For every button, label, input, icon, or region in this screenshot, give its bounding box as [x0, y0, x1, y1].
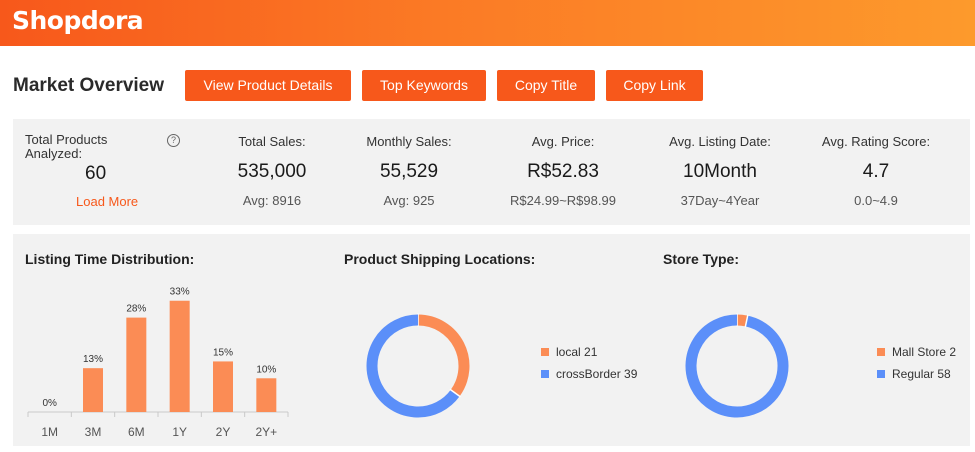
stat-value: 10Month: [683, 161, 757, 182]
stat-label: Total Sales:: [238, 134, 306, 149]
x-tick-label: 1Y: [172, 425, 187, 439]
top-keywords-button[interactable]: Top Keywords: [362, 70, 486, 101]
bar-data-label: 15%: [213, 347, 233, 358]
bar-3M: [83, 368, 103, 412]
help-icon[interactable]: ?: [167, 134, 180, 147]
bar-6M: [126, 317, 147, 412]
legend-item-crossborder: crossBorder 39: [541, 367, 637, 381]
bar-data-label: 13%: [83, 354, 103, 365]
store-type-donut-chart: [685, 313, 789, 418]
shopdora-logo[interactable]: Shopdora: [12, 6, 144, 35]
bar-2Y+: [256, 378, 277, 412]
stat-sub: 0.0~4.9: [854, 193, 898, 208]
charts-panel: Listing Time Distribution: Product Shipp…: [13, 234, 970, 446]
listing-time-bar-chart: 0% 1M 13% 3M 28% 6M 33% 1Y 15% 2Y 10% 2Y+: [27, 287, 289, 439]
stat-value: 55,529: [379, 161, 439, 182]
legend-swatch: [877, 348, 885, 356]
bar-1Y: [169, 300, 190, 412]
stat-value: 535,000: [237, 161, 307, 182]
stat-sub: Avg: 8916: [242, 193, 302, 208]
x-tick-label: 2Y+: [255, 425, 277, 439]
legend-item-local: local 21: [541, 345, 597, 359]
view-product-details-button[interactable]: View Product Details: [185, 70, 351, 101]
legend-swatch: [541, 348, 549, 356]
legend-item-regular: Regular 58: [877, 367, 951, 381]
donut-slice-crossborder[interactable]: [366, 314, 460, 418]
copy-title-button[interactable]: Copy Title: [497, 70, 595, 101]
stat-total-products: Total Products Analyzed: 60 Load More: [25, 132, 195, 210]
title-row: Market Overview View Product Details Top…: [0, 70, 975, 102]
legend-swatch: [877, 370, 885, 378]
shipping-donut-chart: [366, 313, 470, 418]
bar-2Y: [213, 361, 233, 412]
legend-swatch: [541, 370, 549, 378]
stat-label: Avg. Rating Score:: [821, 134, 931, 149]
shipping-locations-title: Product Shipping Locations:: [344, 251, 536, 267]
page-title: Market Overview: [13, 75, 165, 96]
legend-label: Regular 58: [892, 367, 951, 381]
slice-separator: [449, 388, 461, 398]
x-tick-label: 3M: [85, 425, 102, 439]
bar-data-label: 28%: [126, 304, 146, 315]
stat-value: 60: [85, 163, 107, 184]
load-more-link[interactable]: Load More: [76, 194, 139, 209]
stat-sub: Avg: 925: [383, 193, 435, 208]
slice-separator: [744, 314, 749, 328]
donut-slice-local[interactable]: [417, 314, 470, 397]
app-header: Shopdora: [0, 0, 975, 46]
x-tick-label: 2Y: [216, 425, 231, 439]
stat-label: Monthly Sales:: [366, 134, 452, 149]
bar-data-label: 10%: [256, 364, 276, 375]
store-type-title: Store Type:: [663, 251, 739, 267]
x-tick-label: 6M: [128, 425, 145, 439]
legend-label: Mall Store 2: [892, 345, 957, 359]
copy-link-button[interactable]: Copy Link: [606, 70, 703, 101]
bar-data-label: 0%: [42, 398, 57, 409]
stat-value: R$52.83: [527, 161, 599, 182]
donut-slice-regular[interactable]: [685, 314, 789, 418]
stat-label: Total Products Analyzed:: [25, 132, 108, 161]
stat-label: Avg. Price:: [531, 134, 595, 149]
stats-panel: Total Products Analyzed: 60 Load More ? …: [13, 119, 970, 225]
bar-data-label: 33%: [170, 287, 190, 298]
donut-slice-mall-store[interactable]: [736, 314, 748, 327]
legend-label: local 21: [556, 345, 598, 359]
stat-label: Avg. Listing Date:: [669, 134, 771, 149]
x-tick-label: 1M: [41, 425, 58, 439]
legend-label: crossBorder 39: [556, 367, 638, 381]
stat-sub: R$24.99~R$98.99: [510, 193, 616, 208]
legend-item-mall-store: Mall Store 2: [877, 345, 956, 359]
stat-value: 4.7: [862, 161, 890, 182]
stat-sub: 37Day~4Year: [680, 193, 760, 208]
listing-time-title: Listing Time Distribution:: [25, 251, 195, 267]
